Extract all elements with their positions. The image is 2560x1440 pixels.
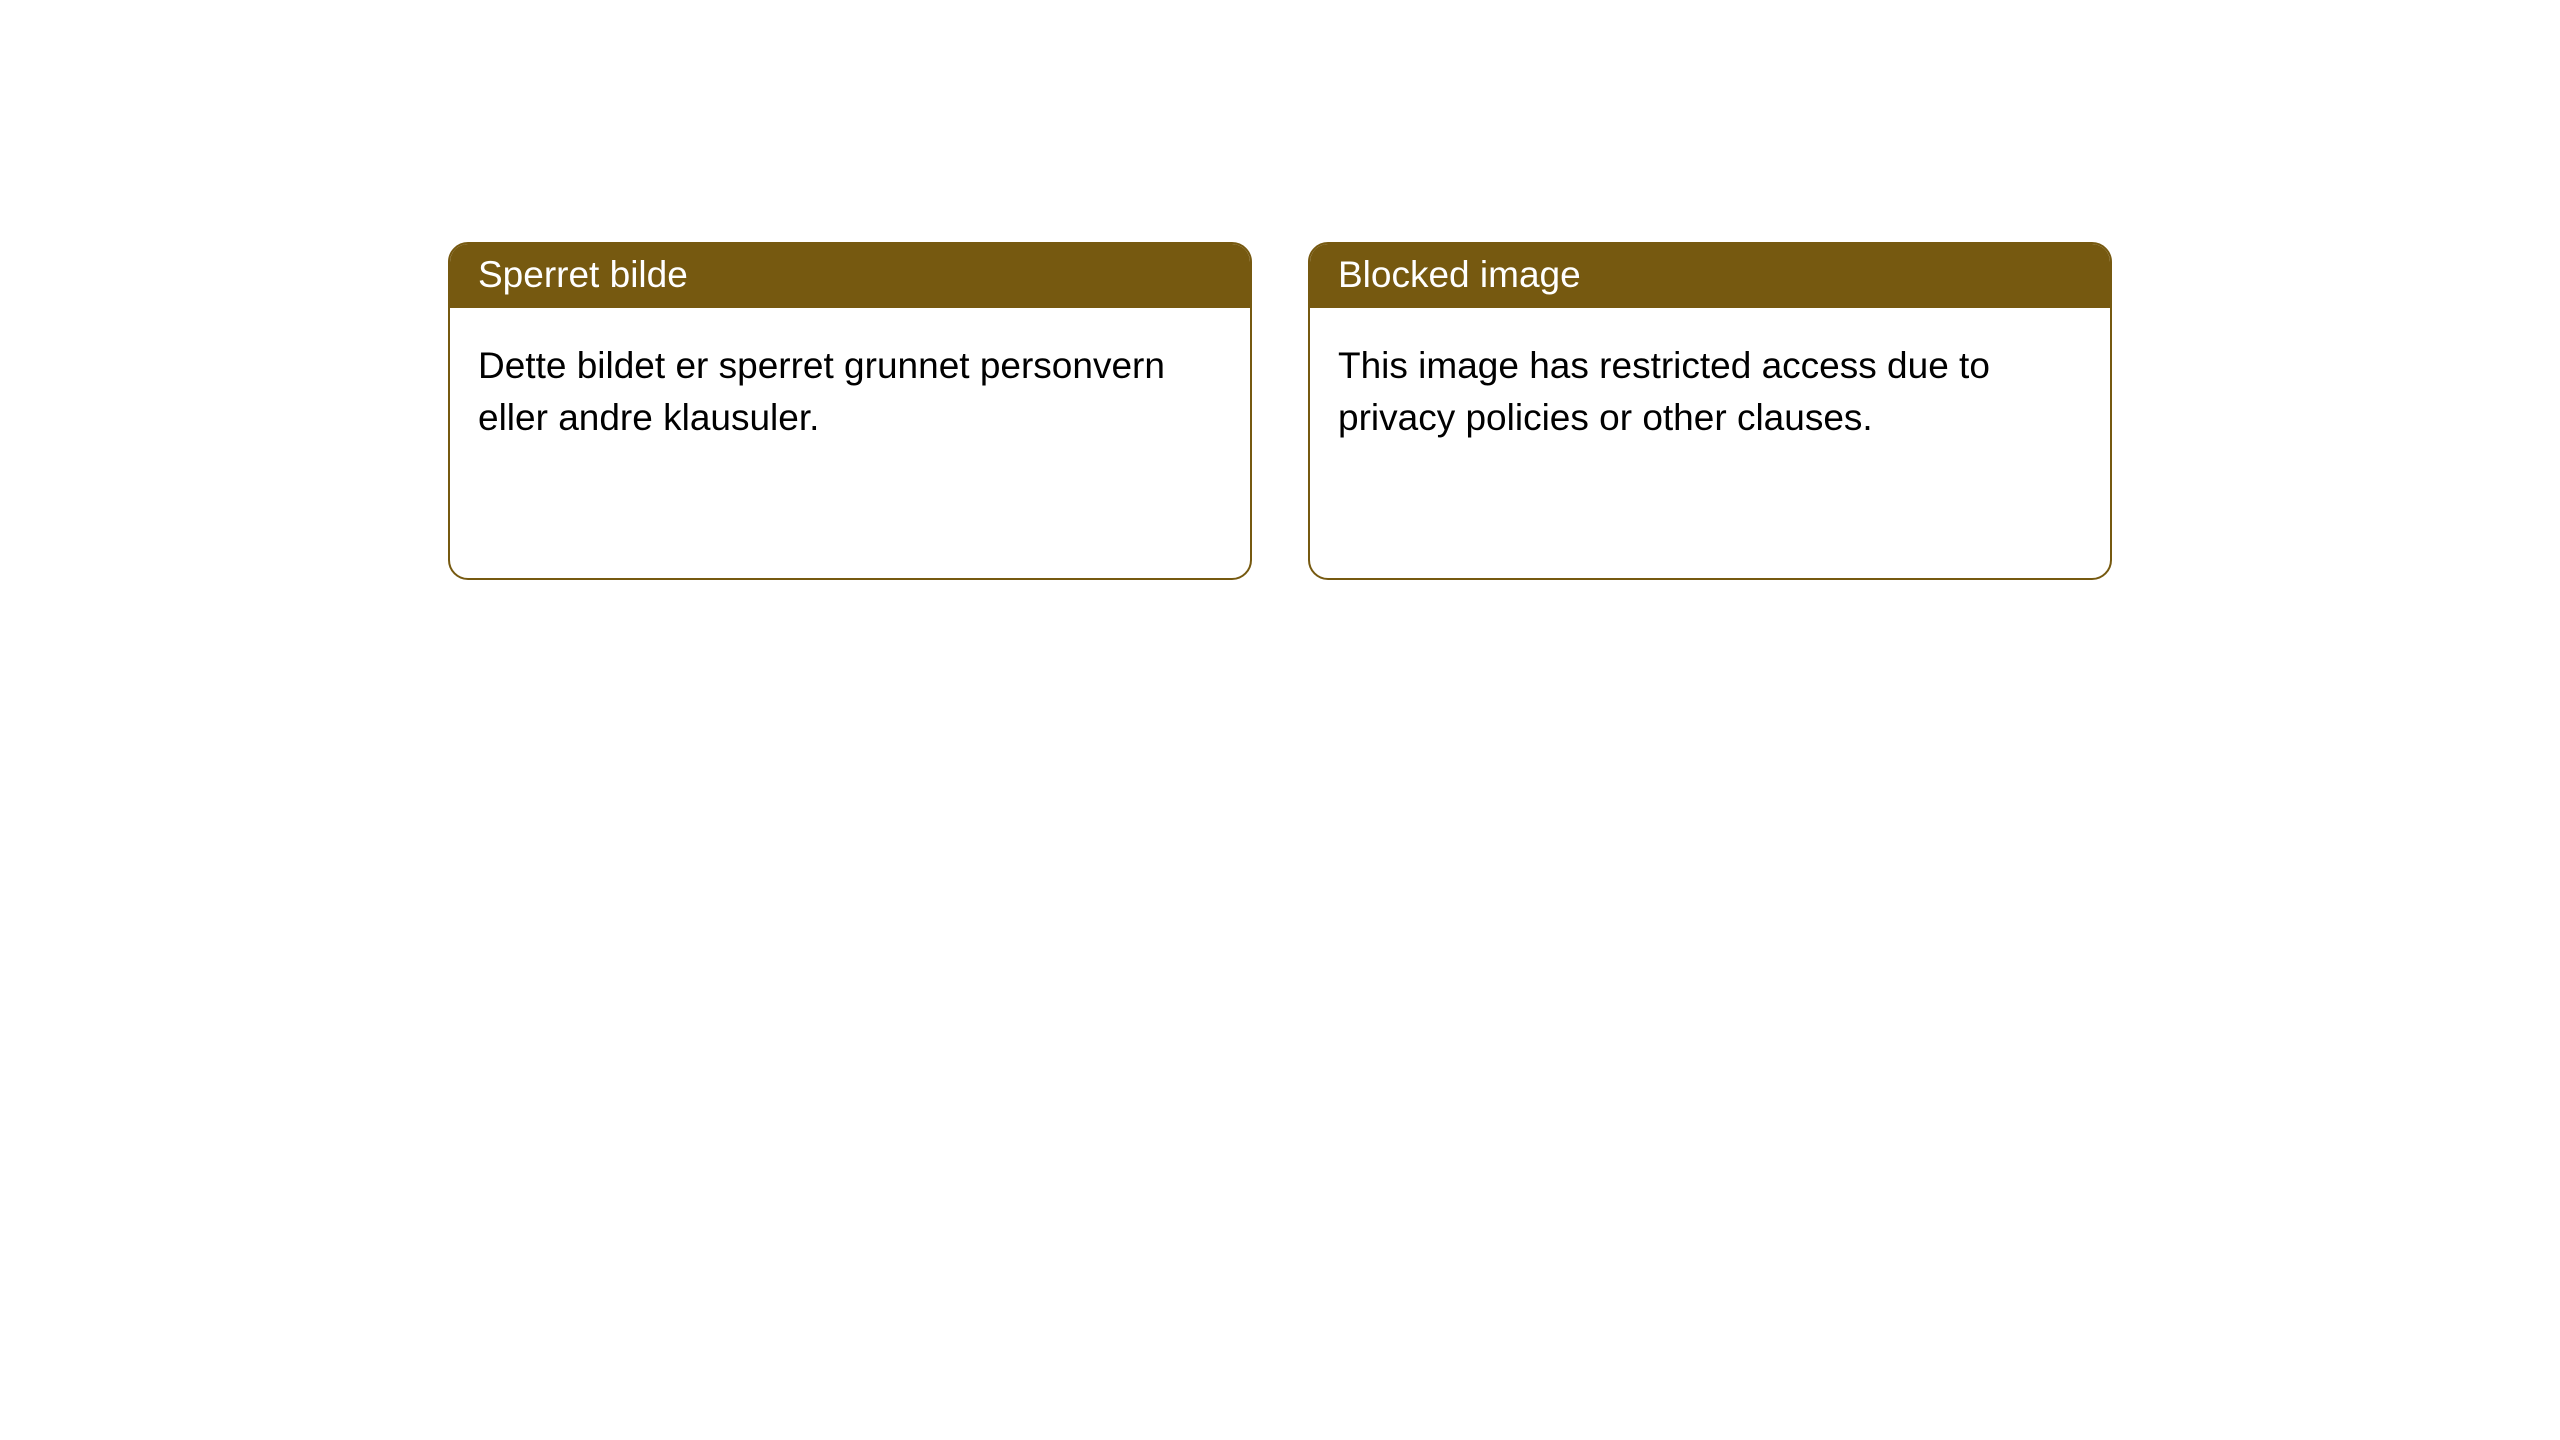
notice-card-norwegian: Sperret bilde Dette bildet er sperret gr…: [448, 242, 1252, 580]
card-title: Blocked image: [1338, 254, 1581, 295]
card-body-text: This image has restricted access due to …: [1338, 345, 1990, 438]
notice-card-english: Blocked image This image has restricted …: [1308, 242, 2112, 580]
notice-cards-container: Sperret bilde Dette bildet er sperret gr…: [0, 0, 2560, 580]
card-body-text: Dette bildet er sperret grunnet personve…: [478, 345, 1165, 438]
card-title: Sperret bilde: [478, 254, 688, 295]
card-body: Dette bildet er sperret grunnet personve…: [450, 308, 1250, 476]
card-header: Blocked image: [1310, 244, 2110, 308]
card-header: Sperret bilde: [450, 244, 1250, 308]
card-body: This image has restricted access due to …: [1310, 308, 2110, 476]
